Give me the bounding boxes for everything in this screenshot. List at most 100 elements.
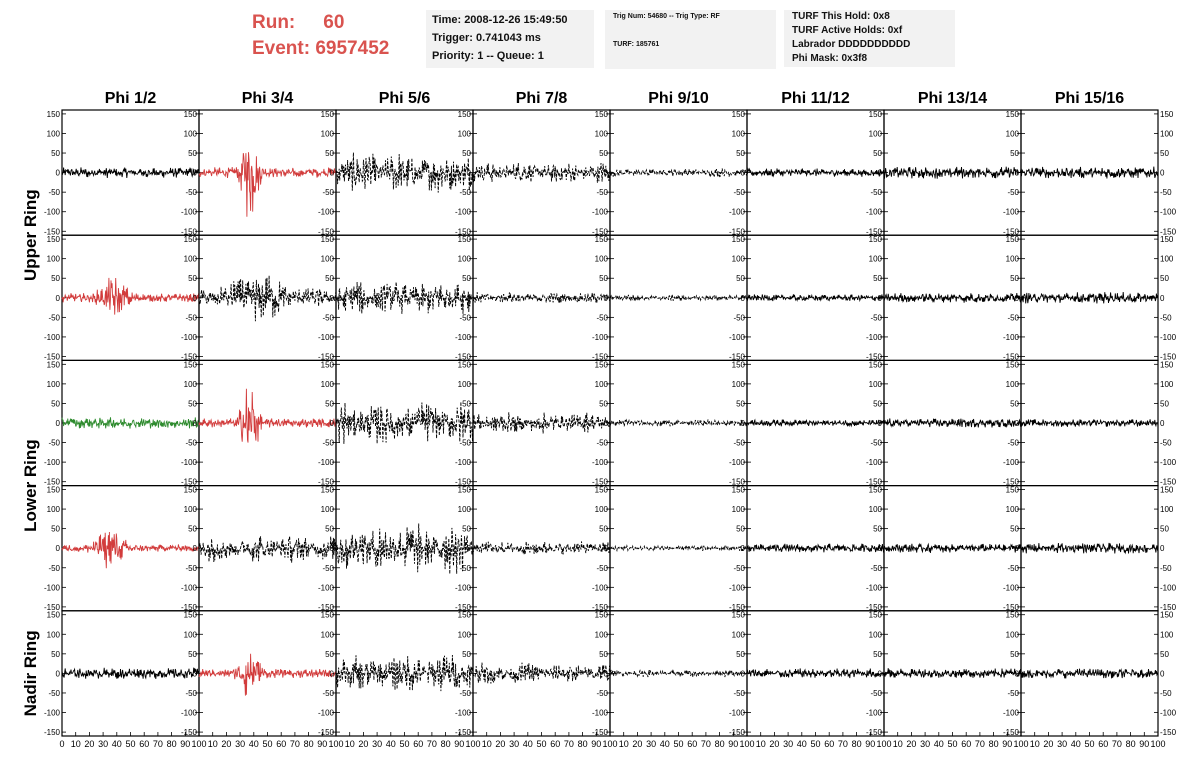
y-tick-label: -150 [1160, 603, 1177, 612]
y-tick-label: -50 [185, 439, 197, 448]
y-tick-label: -100 [592, 458, 609, 467]
x-tick-label: 30 [1057, 739, 1067, 749]
y-tick-label: 150 [869, 611, 883, 620]
x-tick-label: 20 [221, 739, 231, 749]
y-tick-label: -50 [733, 188, 745, 197]
y-tick-label: -50 [870, 689, 882, 698]
y-tick-label: -50 [48, 564, 60, 573]
y-tick-label: 150 [869, 360, 883, 369]
y-tick-label: 50 [1160, 650, 1169, 659]
y-tick-label: -50 [1160, 689, 1172, 698]
y-tick-label: 0 [878, 294, 883, 303]
y-tick-label: -50 [1007, 689, 1019, 698]
y-tick-label: -150 [1003, 728, 1020, 737]
y-tick-label: 150 [184, 486, 198, 495]
y-tick-label: 100 [1160, 129, 1174, 138]
y-tick-label: 150 [1160, 110, 1174, 119]
x-tick-label: 100 [1150, 739, 1165, 749]
y-tick-label: 150 [1160, 486, 1174, 495]
y-tick-label: 50 [325, 399, 334, 408]
y-tick-label: -100 [44, 208, 61, 217]
x-tick-label: 70 [153, 739, 163, 749]
y-tick-label: 50 [1010, 399, 1019, 408]
y-tick-label: -100 [44, 709, 61, 718]
x-tick-label: 100 [876, 739, 891, 749]
y-tick-label: 0 [1015, 294, 1020, 303]
y-tick-label: -50 [48, 188, 60, 197]
x-tick-label: 70 [290, 739, 300, 749]
y-tick-label: -100 [1003, 709, 1020, 718]
y-tick-label: 50 [51, 149, 60, 158]
y-tick-label: -100 [455, 333, 472, 342]
y-tick-label: 150 [595, 611, 609, 620]
y-tick-label: 100 [869, 505, 883, 514]
y-tick-label: -150 [866, 478, 883, 487]
y-tick-label: 50 [1160, 149, 1169, 158]
y-tick-label: 50 [188, 399, 197, 408]
y-tick-label: 50 [736, 399, 745, 408]
waveform-trace [1020, 542, 1159, 555]
x-tick-label: 70 [975, 739, 985, 749]
y-tick-label: 0 [467, 294, 472, 303]
y-tick-label: -150 [455, 728, 472, 737]
y-tick-label: -100 [181, 583, 198, 592]
x-tick-label: 80 [304, 739, 314, 749]
y-tick-label: -150 [181, 478, 198, 487]
y-tick-label: -100 [455, 208, 472, 217]
y-tick-label: -50 [870, 564, 882, 573]
y-tick-label: -50 [733, 439, 745, 448]
y-tick-label: -150 [729, 478, 746, 487]
y-tick-label: 0 [56, 419, 61, 428]
y-tick-label: 100 [47, 255, 61, 264]
y-tick-label: 150 [1006, 110, 1020, 119]
y-tick-label: 0 [467, 544, 472, 553]
y-tick-label: 150 [47, 110, 61, 119]
phi-mask-line: Phi Mask: 0x3f8 [792, 53, 868, 64]
y-tick-label: -100 [318, 208, 335, 217]
y-tick-label: 0 [467, 419, 472, 428]
x-tick-label: 10 [893, 739, 903, 749]
x-tick-label: 20 [84, 739, 94, 749]
y-tick-label: 50 [736, 525, 745, 534]
y-tick-label: 100 [595, 255, 609, 264]
y-tick-label: 50 [188, 149, 197, 158]
x-tick-label: 70 [1112, 739, 1122, 749]
y-tick-label: 50 [51, 650, 60, 659]
waveform-trace [883, 418, 1022, 428]
y-tick-label: 50 [51, 525, 60, 534]
y-tick-label: 100 [1160, 380, 1174, 389]
y-tick-label: -150 [592, 478, 609, 487]
y-tick-label: 150 [47, 611, 61, 620]
y-tick-label: 100 [869, 380, 883, 389]
y-tick-label: -100 [181, 333, 198, 342]
y-tick-label: 50 [736, 149, 745, 158]
y-tick-label: 100 [458, 129, 472, 138]
y-tick-label: -100 [592, 583, 609, 592]
x-tick-label: 50 [536, 739, 546, 749]
y-tick-label: 100 [732, 505, 746, 514]
y-tick-label: 150 [1006, 235, 1020, 244]
y-tick-label: 100 [1006, 255, 1020, 264]
waveform-trace [472, 162, 611, 183]
y-tick-label: 150 [732, 235, 746, 244]
waveform-trace [746, 418, 885, 428]
x-tick-label: 100 [602, 739, 617, 749]
y-tick-label: -50 [322, 439, 334, 448]
y-tick-label: -150 [866, 352, 883, 361]
y-tick-label: 100 [184, 380, 198, 389]
y-tick-label: 150 [732, 360, 746, 369]
y-tick-label: 100 [458, 505, 472, 514]
y-tick-label: -150 [44, 728, 61, 737]
y-tick-label: -50 [322, 188, 334, 197]
event-label: Event: [252, 38, 311, 59]
y-tick-label: -150 [1003, 352, 1020, 361]
y-tick-label: 100 [458, 630, 472, 639]
y-tick-label: -100 [592, 709, 609, 718]
y-tick-label: 0 [193, 669, 198, 678]
y-tick-label: -150 [729, 352, 746, 361]
y-tick-label: 150 [595, 486, 609, 495]
y-tick-label: -50 [459, 689, 471, 698]
y-tick-label: -50 [733, 313, 745, 322]
y-tick-label: 0 [193, 169, 198, 178]
y-tick-label: -150 [181, 603, 198, 612]
